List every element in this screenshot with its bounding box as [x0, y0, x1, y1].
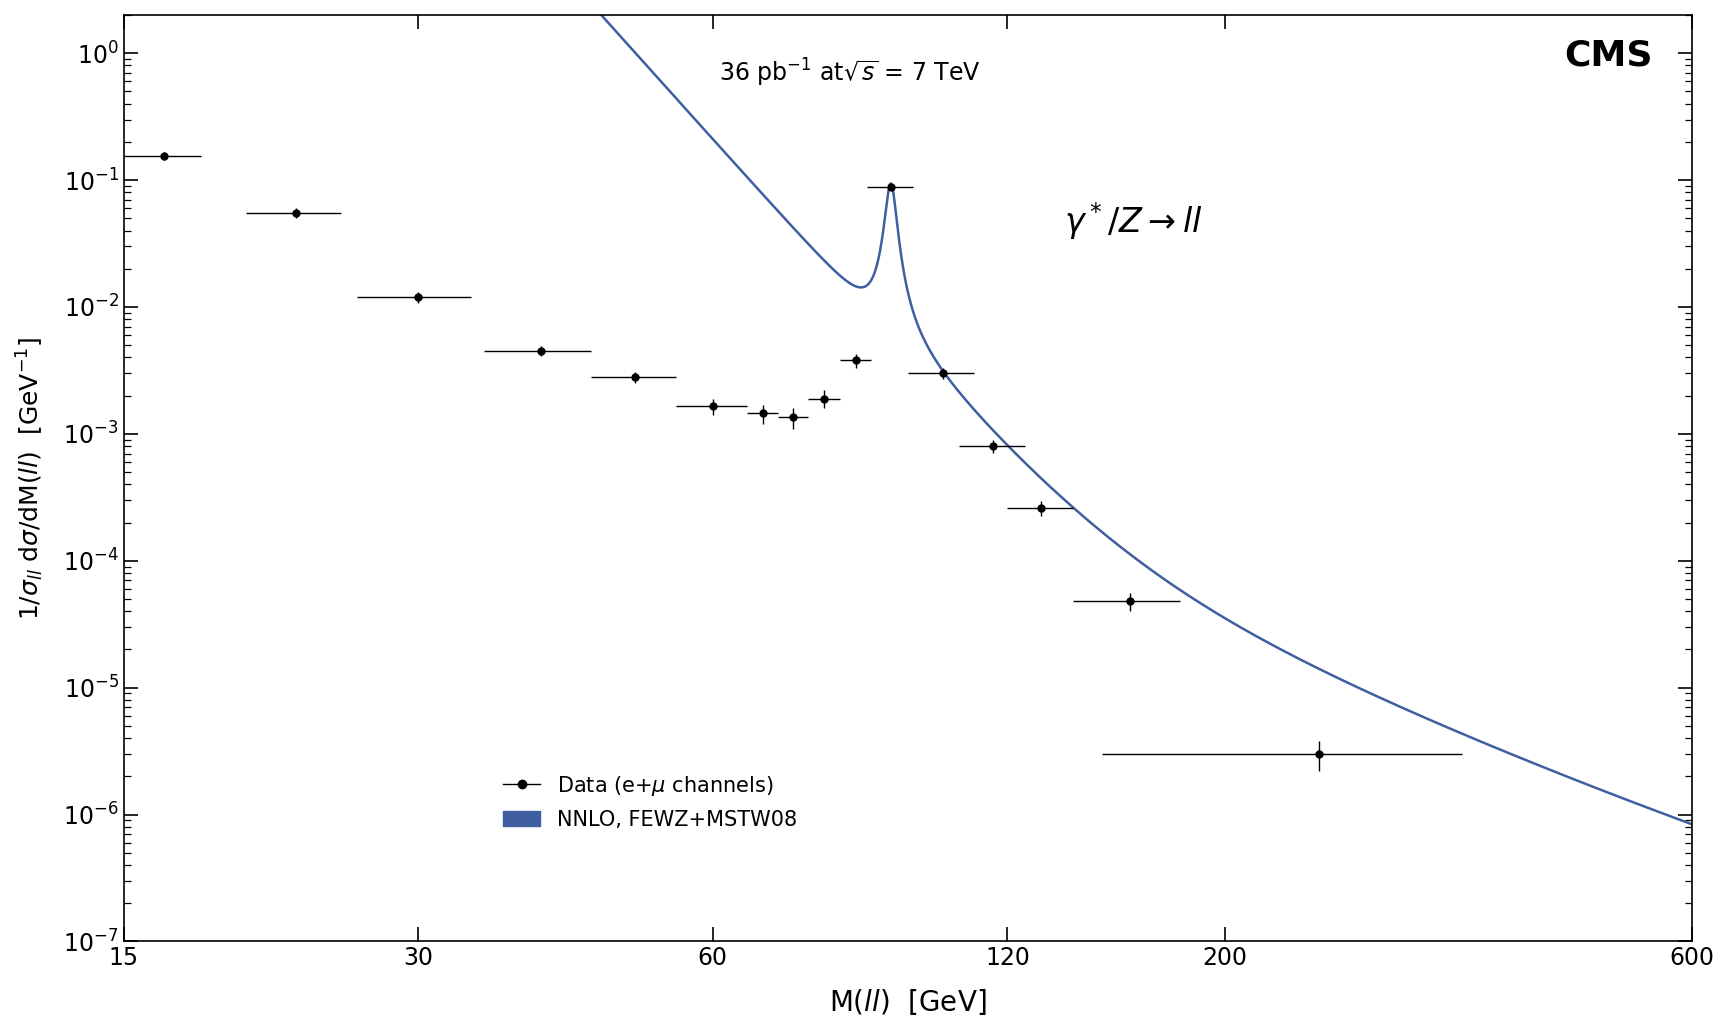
Text: CMS: CMS: [1563, 38, 1653, 72]
Y-axis label: 1/$\sigma_{\mathit{ll}}$ d$\sigma$/dM($\mathit{ll}$)  [GeV$^{-1}$]: 1/$\sigma_{\mathit{ll}}$ d$\sigma$/dM($\…: [16, 336, 47, 620]
Text: $\gamma^*/Z \rightarrow \mathit{ll}$: $\gamma^*/Z \rightarrow \mathit{ll}$: [1065, 200, 1203, 243]
Legend: Data (e+$\mu$ channels), NNLO, FEWZ+MSTW08: Data (e+$\mu$ channels), NNLO, FEWZ+MSTW…: [494, 766, 806, 838]
Text: 36 pb$^{-1}$ at$\sqrt{s}$ = 7 TeV: 36 pb$^{-1}$ at$\sqrt{s}$ = 7 TeV: [719, 57, 980, 89]
X-axis label: M($\mathit{ll}$)  [GeV]: M($\mathit{ll}$) [GeV]: [828, 987, 986, 1017]
